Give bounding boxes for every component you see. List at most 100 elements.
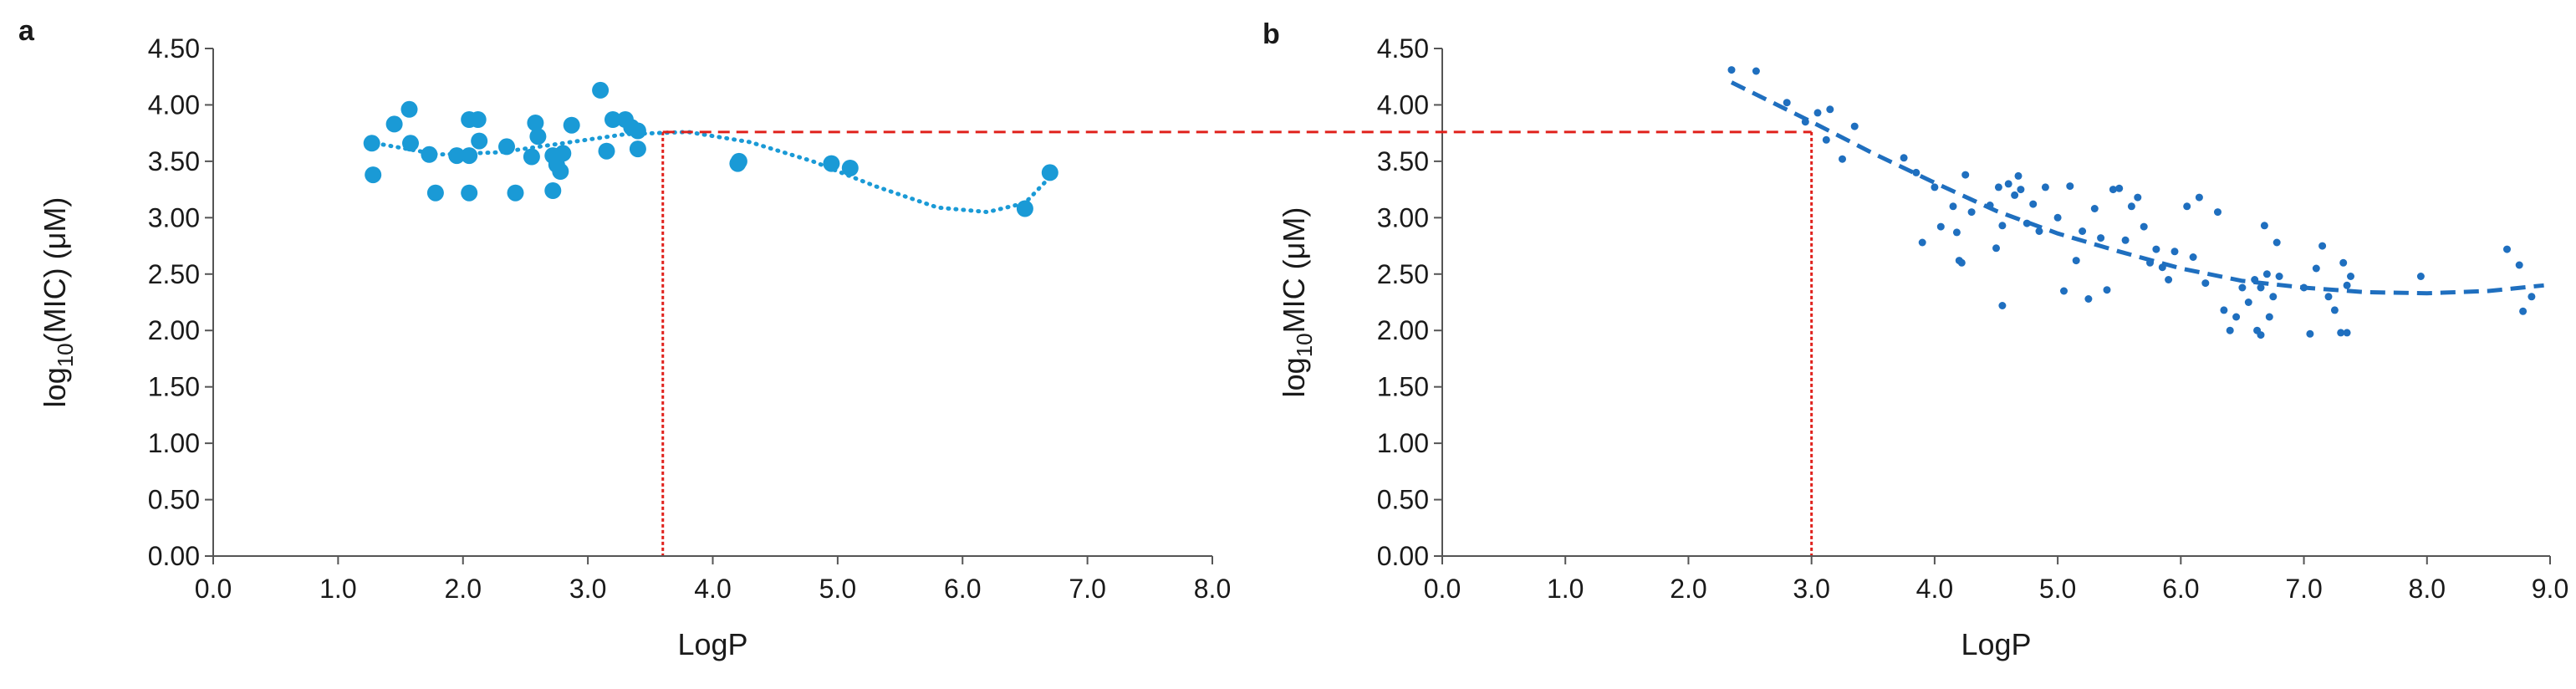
panel-a-data-point — [552, 163, 569, 180]
panel-a-data-point — [400, 100, 418, 118]
panel-a-data-point — [544, 182, 562, 199]
panel-b-data-point — [2097, 234, 2105, 242]
panel-b-data-point — [1967, 208, 1976, 217]
panel-a-points — [363, 81, 1058, 217]
panel-a-data-point — [629, 140, 646, 158]
panel-b-x-tick-label: 6.0 — [2162, 574, 2199, 604]
panel-a-data-point — [448, 147, 466, 165]
panel-b-data-point — [1986, 202, 1994, 209]
panel-a-data-point — [629, 122, 646, 140]
panel-a-y-tick-label: 2.50 — [148, 259, 200, 289]
panel-b-data-point — [2503, 245, 2511, 253]
panel-a-x-tick-label: 1.0 — [319, 574, 356, 604]
panel-a-data-point — [598, 142, 615, 160]
panel-b-data-point — [2515, 261, 2523, 269]
panel-a-data-point — [1016, 200, 1033, 217]
panel-b-data-point — [2343, 281, 2351, 289]
panel-a-y-tick-label: 3.50 — [148, 146, 200, 176]
panel-b-data-point — [1918, 238, 1926, 247]
panel-b-data-point — [2312, 264, 2320, 273]
panel-b-data-point — [2260, 222, 2268, 230]
panel-b-data-point — [2269, 293, 2278, 301]
panel-b-x-tick-label: 7.0 — [2285, 574, 2322, 604]
panel-b-data-point — [2300, 283, 2308, 292]
panel-b-data-point — [2165, 276, 2173, 283]
panel-b-y-tick-label: 4.50 — [1377, 33, 1429, 64]
panel-b-x-tick-label: 1.0 — [1547, 574, 1584, 604]
panel-a-data-point — [461, 184, 478, 202]
panel-b-data-point — [2318, 242, 2327, 250]
panel-a-x-tick-label: 5.0 — [819, 574, 856, 604]
panel-b-x-tick-label: 3.0 — [1793, 574, 1829, 604]
panel-a-y-tick-label: 3.00 — [148, 202, 200, 232]
panel-b-y-tick-label: 2.00 — [1377, 315, 1429, 345]
panel-b-data-point — [2152, 245, 2160, 253]
panel-a-letter: a — [18, 15, 35, 47]
panel-b-data-point — [2528, 293, 2536, 301]
panel-b-data-point — [2226, 326, 2234, 334]
panel-b-data-point — [2257, 331, 2265, 339]
panel-b-ticks: 0.0 1.0 2.0 3.0 4.0 5.0 6.0 7.0 8.0 9.0 0.00 0.50 1.… — [1377, 33, 2569, 604]
panel-b-data-point — [2251, 276, 2259, 283]
panel-b-data-point — [2053, 213, 2062, 222]
panel-b-x-tick-label: 0.0 — [1424, 574, 1461, 604]
panel-a-data-point — [426, 184, 444, 202]
panel-b-data-point — [2220, 306, 2228, 314]
panel-a-data-point — [527, 115, 544, 131]
panel-a-data-point — [523, 148, 540, 166]
panel-b-y-tick-label: 3.00 — [1377, 202, 1429, 232]
panel-b-data-point — [2004, 180, 2012, 188]
panel-b-data-point — [2140, 222, 2148, 231]
panel-a-data-point — [498, 138, 515, 156]
panel-b-data-point — [1850, 122, 1859, 130]
panel-b-data-point — [1957, 258, 1966, 267]
panel-b-y-tick-label: 3.50 — [1377, 146, 1429, 176]
panel-b-data-point — [2146, 258, 2154, 267]
panel-b-data-point — [2041, 183, 2049, 191]
panel-b-data-point — [2337, 329, 2345, 337]
panel-b-y-tick-label: 1.50 — [1377, 372, 1429, 402]
panel-b-x-tick-label: 5.0 — [2039, 574, 2076, 604]
panel-a-data-point — [469, 111, 487, 128]
panel-b-data-point — [1931, 183, 1939, 191]
panel-a-data-point — [471, 132, 488, 150]
panel-a-data-point — [421, 145, 438, 163]
panel-b-data-point — [1801, 118, 1809, 126]
panel-b-x-axis-title: LogP — [1961, 627, 2031, 661]
panel-a-y-tick-label: 4.00 — [148, 89, 200, 120]
panel-a-x-tick-label: 3.0 — [569, 574, 606, 604]
panel-a-x-axis-title: LogP — [677, 627, 747, 661]
panel-a-data-point — [461, 147, 478, 165]
panel-b-data-point — [2170, 248, 2179, 256]
chart-panel-a: 0.0 1.0 2.0 3.0 4.0 5.0 6.0 7.0 8.0 0.00 0.50 1.00 1… — [38, 33, 1231, 661]
panel-b-data-point — [2257, 283, 2265, 292]
panel-b-data-point — [2183, 202, 2191, 211]
panel-b-data-point — [1752, 67, 1760, 75]
panel-b-data-point — [2066, 182, 2074, 191]
panel-b-data-point — [1998, 302, 2007, 309]
panel-a-data-point — [385, 115, 403, 133]
panel-b-data-point — [2244, 299, 2252, 306]
panel-b-data-point — [2347, 273, 2354, 280]
panel-b-data-point — [2072, 257, 2080, 265]
panel-a-data-point — [529, 128, 547, 145]
panel-b-data-point — [2035, 227, 2043, 235]
panel-b-data-point — [2330, 306, 2339, 314]
panel-b-x-tick-label: 4.0 — [1916, 574, 1953, 604]
panel-b-data-point — [2115, 184, 2124, 192]
panel-b-data-point — [2265, 313, 2273, 321]
panel-b-x-tick-label: 9.0 — [2532, 574, 2568, 604]
panel-a-data-point — [563, 116, 580, 134]
panel-a-data-point — [604, 111, 621, 128]
panel-a-y-tick-label: 4.50 — [148, 33, 200, 64]
panel-b-data-point — [1822, 135, 1830, 144]
panel-b-y-tick-label: 2.50 — [1377, 259, 1429, 289]
panel-b-data-point — [2343, 329, 2351, 337]
panel-b-data-point — [2079, 227, 2087, 235]
panel-b-data-point — [1826, 105, 1834, 114]
panel-a-y-tick-label: 0.00 — [148, 541, 200, 571]
chart-panel-b: 0.0 1.0 2.0 3.0 4.0 5.0 6.0 7.0 8.0 9.0 0.00 0.50 1.… — [1277, 33, 2568, 661]
panel-b-data-point — [2014, 171, 2023, 180]
panel-b-data-point — [1952, 228, 1961, 237]
